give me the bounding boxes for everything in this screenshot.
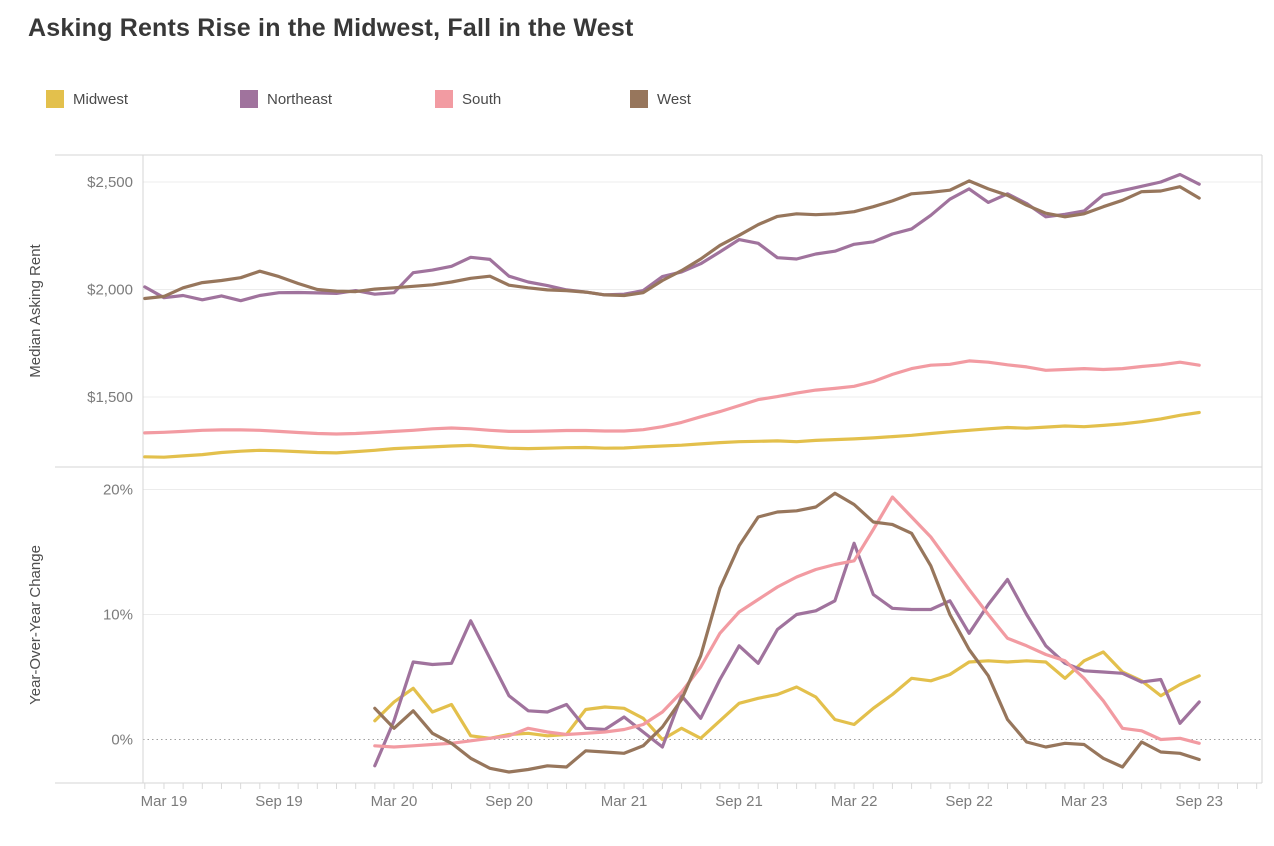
x-tick-label: Sep 21: [715, 793, 763, 810]
x-tick-label: Sep 19: [255, 793, 303, 810]
legend-label: Northeast: [267, 90, 333, 108]
line-west-rent: [143, 179, 1201, 301]
y-tick-label: 0%: [111, 732, 133, 749]
x-tick-label: Sep 23: [1175, 793, 1223, 810]
x-tick-label: Sep 22: [945, 793, 993, 810]
x-tick-label: Mar 21: [601, 793, 648, 810]
y-axis-title: Median Asking Rent: [27, 243, 44, 377]
legend-swatch-midwest: [46, 90, 64, 108]
y-tick-label: 10%: [103, 607, 133, 624]
legend-item-midwest[interactable]: Midwest: [46, 88, 128, 110]
x-tick-label: Mar 20: [371, 793, 418, 810]
line-west-yoy: [373, 491, 1201, 774]
x-tick-label: Mar 23: [1061, 793, 1108, 810]
legend-swatch-south: [435, 90, 453, 108]
y-tick-label: $2,500: [87, 174, 133, 191]
y-tick-label: 20%: [103, 482, 133, 499]
x-tick-label: Mar 19: [141, 793, 188, 810]
page-title: Asking Rents Rise in the Midwest, Fall i…: [28, 14, 634, 42]
line-northeast-yoy: [373, 541, 1201, 768]
line-south-rent: [143, 359, 1201, 436]
line-south-yoy: [373, 495, 1201, 749]
line-midwest-rent: [143, 410, 1201, 459]
line-northeast-rent: [143, 172, 1201, 303]
y-tick-label: $1,500: [87, 389, 133, 406]
legend-label: Midwest: [73, 90, 129, 108]
legend-item-south[interactable]: South: [435, 88, 501, 110]
legend-label: West: [657, 90, 691, 108]
line-midwest-yoy: [373, 650, 1201, 742]
x-tick-label: Mar 22: [831, 793, 878, 810]
legend-label: South: [462, 90, 502, 108]
legend-item-northeast[interactable]: Northeast: [240, 88, 332, 110]
y-axis-title: Year-Over-Year Change: [27, 545, 44, 705]
legend-item-west[interactable]: West: [630, 88, 691, 110]
x-tick-label: Sep 20: [485, 793, 533, 810]
legend-swatch-northeast: [240, 90, 258, 108]
legend: Midwest Northeast South West: [0, 88, 1274, 112]
y-tick-label: $2,000: [87, 282, 133, 299]
legend-swatch-west: [630, 90, 648, 108]
